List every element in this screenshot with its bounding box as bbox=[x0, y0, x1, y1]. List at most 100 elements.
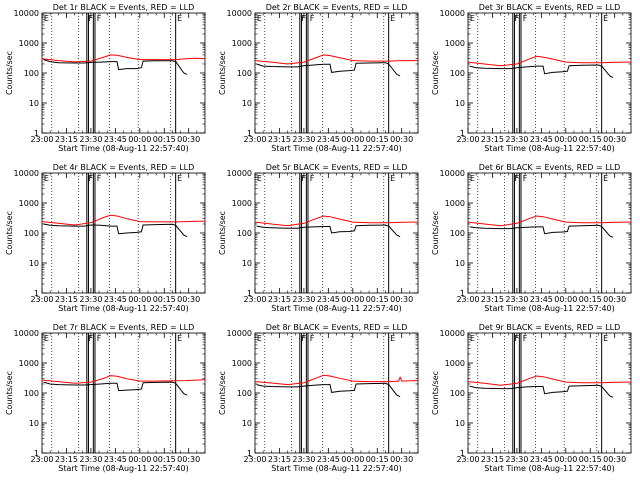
detector-chart: Det 5r BLACK = Events, RED = LLD E F F E 1 10 1… bbox=[218, 163, 419, 313]
y-tick-label: 10 bbox=[455, 259, 465, 268]
y-tick-label: 1000 bbox=[19, 39, 39, 48]
state-marker-label: E bbox=[603, 334, 608, 343]
x-tick-label: 23:00 bbox=[30, 295, 53, 304]
detector-panel: Det 7r BLACK = Events, RED = LLD E F F E 1 10 1… bbox=[0, 320, 213, 480]
detector-chart: Det 3r BLACK = Events, RED = LLD E F F E 1 10 1… bbox=[431, 3, 632, 153]
state-marker-label: F bbox=[310, 174, 315, 183]
x-tick-label: 00:30 bbox=[603, 135, 626, 144]
x-tick-label: 23:15 bbox=[55, 135, 78, 144]
y-tick-label: 100 bbox=[24, 229, 39, 238]
x-tick-label: 00:15 bbox=[153, 295, 176, 304]
detector-panel: Det 5r BLACK = Events, RED = LLD E F F E 1 10 1… bbox=[213, 160, 426, 320]
lld-series-line bbox=[41, 214, 205, 226]
y-tick-label: 1 bbox=[34, 289, 39, 298]
x-tick-label: 23:15 bbox=[268, 295, 291, 304]
state-marker-label: E bbox=[44, 334, 49, 343]
state-marker-label: E bbox=[177, 174, 182, 183]
y-axis-label: Counts/sec bbox=[218, 371, 227, 415]
lld-series-line bbox=[467, 375, 631, 386]
y-tick-label: 100 bbox=[450, 389, 465, 398]
state-marker-label: F bbox=[310, 334, 315, 343]
state-marker-label: F bbox=[514, 334, 519, 343]
y-tick-label: 1000 bbox=[232, 39, 252, 48]
y-tick-label: 1 bbox=[247, 449, 252, 458]
y-tick-label: 1000 bbox=[445, 359, 465, 368]
state-marker-label: F bbox=[310, 14, 315, 23]
state-marker-label: E bbox=[390, 334, 395, 343]
events-series-line bbox=[43, 59, 188, 75]
plot-frame bbox=[254, 332, 419, 454]
state-marker-label: F bbox=[523, 174, 528, 183]
x-tick-label: 00:30 bbox=[603, 295, 626, 304]
x-tick-label: 23:45 bbox=[317, 295, 340, 304]
y-tick-label: 100 bbox=[450, 229, 465, 238]
x-tick-label: 00:15 bbox=[579, 455, 602, 464]
x-tick-label: 00:15 bbox=[366, 135, 389, 144]
x-tick-label: 23:45 bbox=[104, 455, 127, 464]
y-tick-label: 1000 bbox=[232, 359, 252, 368]
y-tick-label: 10 bbox=[29, 419, 39, 428]
x-tick-label: 00:30 bbox=[390, 135, 413, 144]
detector-chart: Det 9r BLACK = Events, RED = LLD E F F E 1 10 1… bbox=[431, 323, 632, 473]
chart-title: Det 3r BLACK = Events, RED = LLD bbox=[479, 3, 621, 12]
y-tick-label: 1000 bbox=[232, 199, 252, 208]
x-tick-label: 00:00 bbox=[554, 295, 577, 304]
x-tick-label: 23:30 bbox=[79, 295, 102, 304]
detector-chart: Det 8r BLACK = Events, RED = LLD E F F E 1 10 1… bbox=[218, 323, 419, 473]
events-series-line bbox=[469, 224, 614, 238]
y-tick-label: 1 bbox=[460, 449, 465, 458]
state-marker-label: F bbox=[97, 334, 102, 343]
x-tick-label: 23:00 bbox=[243, 135, 266, 144]
x-tick-label: 00:30 bbox=[177, 135, 200, 144]
detector-panel: Det 3r BLACK = Events, RED = LLD E F F E 1 10 1… bbox=[426, 0, 639, 160]
detector-panel: Det 4r BLACK = Events, RED = LLD E F F E 1 10 1… bbox=[0, 160, 213, 320]
x-tick-label: 00:15 bbox=[153, 135, 176, 144]
state-marker-label: F bbox=[514, 14, 519, 23]
x-tick-label: 23:30 bbox=[79, 455, 102, 464]
x-tick-label: 00:00 bbox=[128, 295, 151, 304]
x-tick-label: 00:00 bbox=[341, 455, 364, 464]
y-axis-label: Counts/sec bbox=[431, 51, 440, 95]
state-marker-label: F bbox=[301, 334, 306, 343]
chart-title: Det 6r BLACK = Events, RED = LLD bbox=[479, 163, 621, 172]
x-tick-label: 00:00 bbox=[128, 455, 151, 464]
x-tick-label: 23:00 bbox=[243, 295, 266, 304]
y-tick-label: 1 bbox=[34, 129, 39, 138]
chart-title: Det 1r BLACK = Events, RED = LLD bbox=[53, 3, 195, 12]
x-tick-label: 00:00 bbox=[128, 135, 151, 144]
y-tick-label: 1 bbox=[460, 289, 465, 298]
y-tick-label: 100 bbox=[237, 69, 252, 78]
y-tick-label: 10 bbox=[29, 259, 39, 268]
x-tick-label: 23:00 bbox=[456, 135, 479, 144]
lld-series-line bbox=[254, 215, 418, 227]
detector-panel: Det 1r BLACK = Events, RED = LLD E F F E 1 10 1… bbox=[0, 0, 213, 160]
y-tick-label: 1 bbox=[247, 129, 252, 138]
state-marker-label: F bbox=[301, 174, 306, 183]
x-tick-label: 23:15 bbox=[268, 455, 291, 464]
x-tick-label: 23:30 bbox=[79, 135, 102, 144]
detector-chart: Det 6r BLACK = Events, RED = LLD E F F E 1 10 1… bbox=[431, 163, 632, 313]
x-tick-label: 00:15 bbox=[153, 455, 176, 464]
x-tick-label: 00:00 bbox=[554, 135, 577, 144]
y-tick-label: 10000 bbox=[227, 9, 252, 18]
lld-series-line bbox=[467, 215, 631, 227]
x-tick-label: 23:30 bbox=[292, 455, 315, 464]
y-tick-label: 1 bbox=[247, 289, 252, 298]
chart-title: Det 5r BLACK = Events, RED = LLD bbox=[266, 163, 408, 172]
chart-title: Det 9r BLACK = Events, RED = LLD bbox=[479, 323, 621, 332]
state-marker-label: E bbox=[603, 174, 608, 183]
y-axis-label: Counts/sec bbox=[5, 371, 14, 415]
x-tick-label: 00:00 bbox=[554, 455, 577, 464]
y-tick-label: 1000 bbox=[19, 359, 39, 368]
y-tick-label: 10000 bbox=[227, 329, 252, 338]
y-tick-label: 1 bbox=[460, 129, 465, 138]
x-tick-label: 23:30 bbox=[292, 295, 315, 304]
detector-chart: Det 1r BLACK = Events, RED = LLD E F F E 1 10 1… bbox=[5, 3, 206, 153]
x-tick-label: 00:00 bbox=[341, 295, 364, 304]
x-axis-label: Start Time (08-Aug-11 22:57:40) bbox=[271, 304, 402, 313]
x-axis-label: Start Time (08-Aug-11 22:57:40) bbox=[58, 144, 189, 153]
y-tick-label: 10000 bbox=[440, 9, 465, 18]
y-tick-label: 10000 bbox=[14, 329, 39, 338]
events-series-line bbox=[256, 224, 401, 238]
